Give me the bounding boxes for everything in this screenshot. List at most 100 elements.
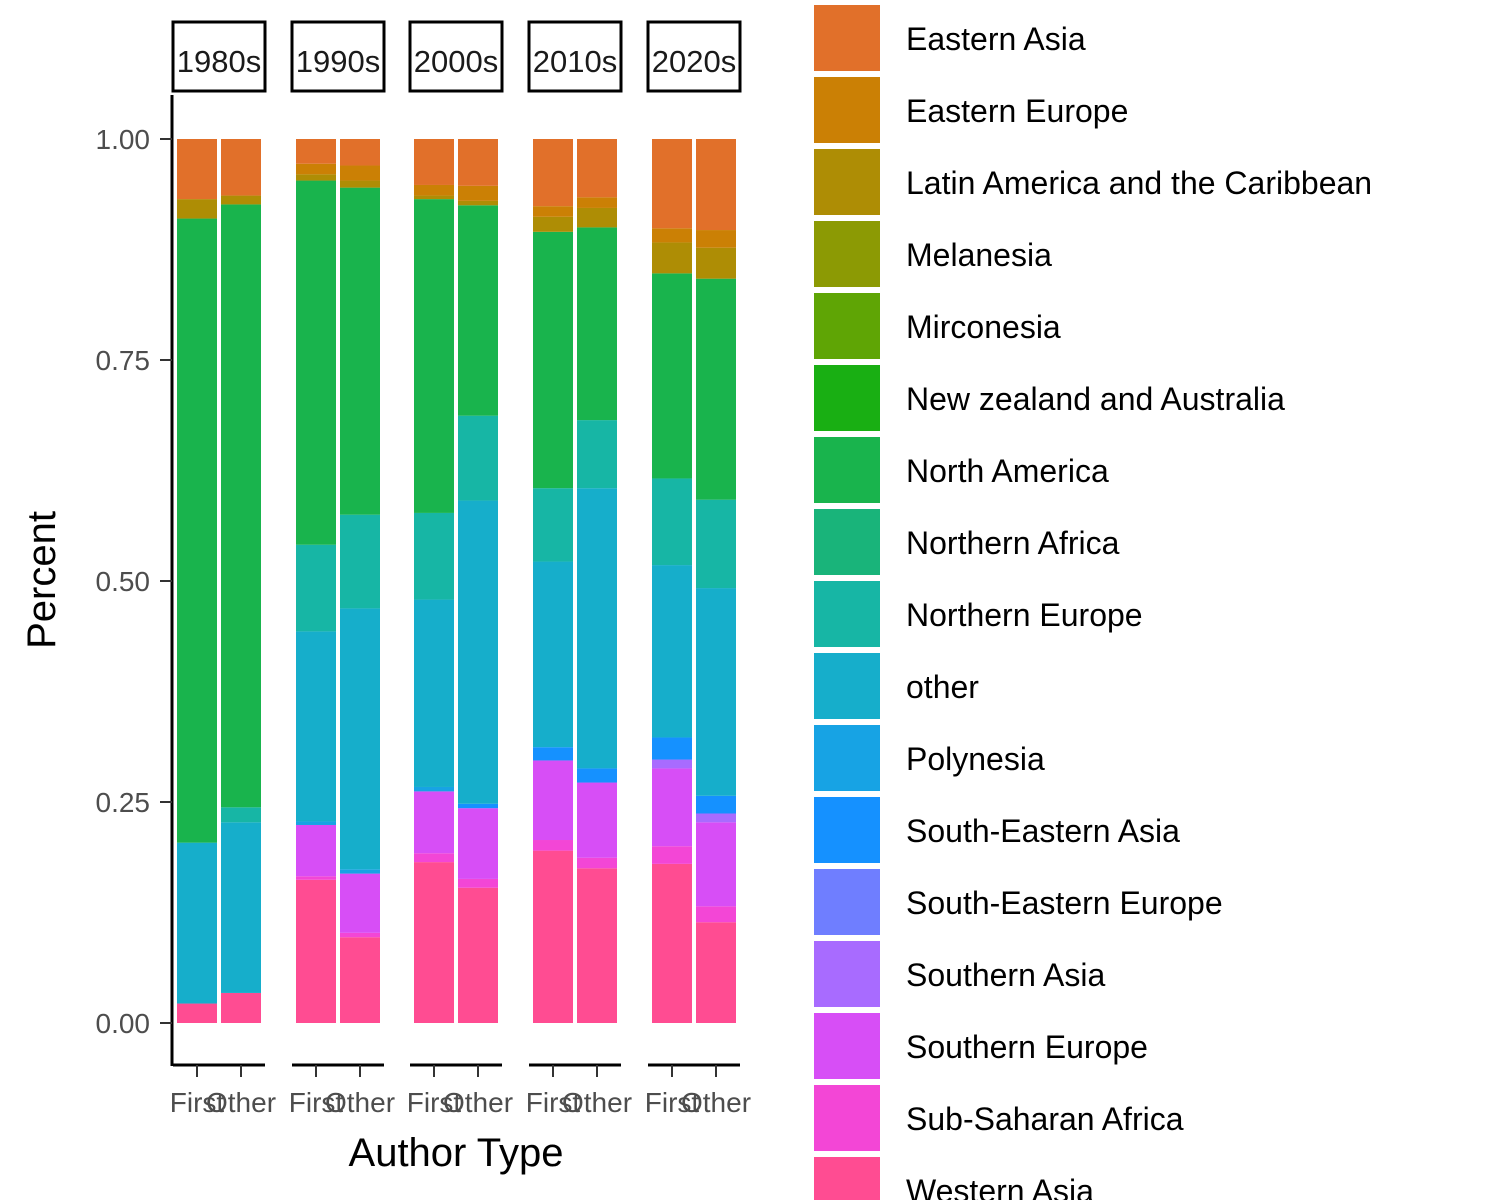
segment-1980s-other-latin-america-and-the-caribbean xyxy=(221,195,261,205)
legend-key xyxy=(814,1013,880,1079)
segment-2000s-other-eastern-asia xyxy=(458,139,498,186)
legend-item-mirconesia: Mirconesia xyxy=(814,293,1061,359)
legend-item-south-eastern-asia: South-Eastern Asia xyxy=(814,797,1180,863)
legend-label: South-Eastern Asia xyxy=(906,813,1180,849)
bar-1990s-first xyxy=(296,139,336,1023)
y-tick-label-0.75: 0.75 xyxy=(96,345,151,376)
x-tick-label-2000s-first: First xyxy=(407,1087,462,1118)
x-tick-label-1980s-first: First xyxy=(170,1087,225,1118)
segment-1990s-other-other xyxy=(340,608,380,870)
segment-1980s-first-eastern-asia xyxy=(177,139,217,200)
facet-strip-2000s xyxy=(408,20,504,93)
plot-area: 1980s 1990s 2000s 2010s 2020s xyxy=(171,20,742,1023)
y-tick-label-0.25: 0.25 xyxy=(96,787,151,818)
legend-label: Latin America and the Caribbean xyxy=(906,165,1372,201)
legend-key xyxy=(814,149,880,215)
facet-label-2010s: 2010s xyxy=(533,44,617,79)
legend-item-other: other xyxy=(814,653,979,719)
bar-1990s-other xyxy=(340,139,380,1023)
segment-2020s-other-latin-america-and-the-caribbean xyxy=(696,247,736,279)
legend-label: North America xyxy=(906,453,1109,489)
legend-item-new-zealand-and-australia: New zealand and Australia xyxy=(814,365,1285,431)
segment-2010s-first-latin-america-and-the-caribbean xyxy=(533,216,573,232)
segment-2010s-other-northern-europe xyxy=(577,420,617,489)
legend-item-southern-asia: Southern Asia xyxy=(814,941,1105,1007)
legend-key xyxy=(814,77,880,143)
legend-key xyxy=(814,365,880,431)
legend-item-western-asia: Western Asia xyxy=(814,1157,1094,1200)
segment-1980s-other-other xyxy=(221,822,261,993)
segment-2010s-other-eastern-europe xyxy=(577,197,617,208)
segment-2010s-other-sub-saharan-africa xyxy=(577,857,617,869)
facet-label-2020s: 2020s xyxy=(652,44,736,79)
segment-2000s-other-other xyxy=(458,500,498,804)
x-tick-label-1980s-other: Other xyxy=(206,1087,276,1118)
legend-key xyxy=(814,797,880,863)
x-tick-label-2020s-first: First xyxy=(645,1087,700,1118)
y-axis-title: Percent xyxy=(20,511,64,649)
facet-strip-1980s xyxy=(171,20,267,93)
legend-label: Northern Africa xyxy=(906,525,1120,561)
segment-2000s-first-western-asia xyxy=(414,862,454,1023)
segment-2010s-other-other xyxy=(577,488,617,769)
y-tick-label-1.00: 1.00 xyxy=(96,124,151,155)
segment-1990s-first-north-america xyxy=(296,180,336,545)
legend-item-eastern-asia: Eastern Asia xyxy=(814,5,1086,71)
bar-2020s-first xyxy=(652,139,692,1023)
segment-2000s-first-sub-saharan-africa xyxy=(414,853,454,863)
segment-1990s-other-eastern-europe xyxy=(340,165,380,181)
segment-1990s-other-sub-saharan-africa xyxy=(340,932,380,938)
segment-2020s-first-southern-asia xyxy=(652,759,692,769)
legend-item-southern-europe: Southern Europe xyxy=(814,1013,1148,1079)
segment-2010s-other-north-america xyxy=(577,227,617,421)
legend-label: Southern Asia xyxy=(906,957,1105,993)
segment-1990s-first-polynesia xyxy=(296,821,336,825)
segment-2010s-first-north-america xyxy=(533,231,573,489)
x-tick-label-2000s-other: Other xyxy=(443,1087,513,1118)
segment-1990s-first-southern-europe xyxy=(296,824,336,877)
x-tick-label-2010s-first: First xyxy=(526,1087,581,1118)
segment-1980s-first-north-america xyxy=(177,218,217,843)
legend-label: South-Eastern Europe xyxy=(906,885,1223,921)
legend-item-sub-saharan-africa: Sub-Saharan Africa xyxy=(814,1085,1184,1151)
bar-2000s-other xyxy=(458,139,498,1023)
legend-label: Melanesia xyxy=(906,237,1052,273)
segment-2010s-other-western-asia xyxy=(577,868,617,1023)
legend-item-north-america: North America xyxy=(814,437,1109,503)
segment-1980s-other-northern-europe xyxy=(221,807,261,823)
segment-2020s-first-south-eastern-asia xyxy=(652,737,692,760)
segment-2020s-other-eastern-asia xyxy=(696,139,736,231)
segment-2000s-first-southern-europe xyxy=(414,791,454,854)
segment-2020s-other-south-eastern-asia xyxy=(696,795,736,814)
segment-1990s-other-southern-europe xyxy=(340,873,380,933)
segment-2010s-first-eastern-europe xyxy=(533,206,573,217)
segment-1980s-other-western-asia xyxy=(221,992,261,1023)
segment-2020s-other-other xyxy=(696,588,736,796)
x-tick-label-1990s-first: First xyxy=(289,1087,344,1118)
facet-label-2000s: 2000s xyxy=(414,44,498,79)
segment-2020s-first-latin-america-and-the-caribbean xyxy=(652,242,692,274)
segment-2020s-first-eastern-europe xyxy=(652,228,692,243)
segment-2010s-first-western-asia xyxy=(533,850,573,1023)
segment-2010s-first-sub-saharan-africa xyxy=(533,840,573,851)
segment-2010s-other-eastern-asia xyxy=(577,139,617,198)
segment-2020s-first-sub-saharan-africa xyxy=(652,846,692,864)
y-tick-label-0.50: 0.50 xyxy=(96,566,151,597)
segment-2010s-first-eastern-asia xyxy=(533,139,573,207)
segment-2000s-other-north-america xyxy=(458,205,498,416)
segment-2000s-first-other xyxy=(414,599,454,787)
x-tick-label-2020s-other: Other xyxy=(681,1087,751,1118)
segment-1980s-first-other xyxy=(177,842,217,1004)
segment-2000s-other-northern-europe xyxy=(458,415,498,501)
legend-key xyxy=(814,941,880,1007)
segment-2020s-other-north-america xyxy=(696,278,736,500)
legend-key xyxy=(814,221,880,287)
segment-2000s-first-northern-europe xyxy=(414,512,454,600)
legend-item-melanesia: Melanesia xyxy=(814,221,1052,287)
legend-item-northern-africa: Northern Africa xyxy=(814,509,1120,575)
legend-item-polynesia: Polynesia xyxy=(814,725,1045,791)
legend-key xyxy=(814,1085,880,1151)
segment-2000s-first-eastern-europe xyxy=(414,184,454,196)
legend-label: Southern Europe xyxy=(906,1029,1148,1065)
